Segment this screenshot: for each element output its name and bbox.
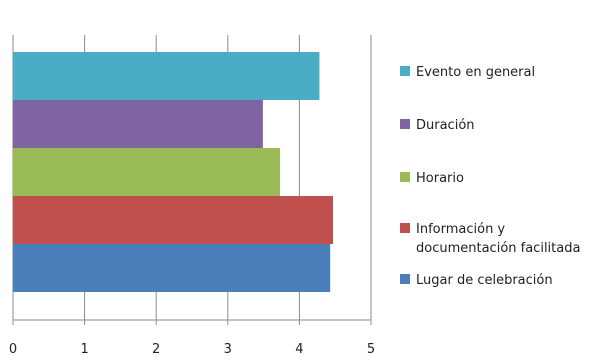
bar <box>13 148 281 196</box>
x-tick-label: 2 <box>152 342 160 356</box>
legend-label-line: Duración <box>416 118 475 133</box>
legend-swatch <box>400 172 410 182</box>
legend-label: Horario <box>416 171 464 186</box>
x-tick-label: 0 <box>9 342 17 356</box>
legend-label: Información y documentación facilitada <box>416 222 580 256</box>
bars <box>13 52 334 292</box>
legend-label-line: Horario <box>416 171 464 186</box>
legend-label: Duración <box>416 118 475 133</box>
legend-swatch <box>400 223 410 233</box>
legend-label: Lugar de celebración <box>416 273 553 288</box>
legend-label: Evento en general <box>416 65 535 80</box>
bar <box>13 100 263 148</box>
x-tick-label: 1 <box>80 342 88 356</box>
legend: Evento en general Duración Horario Informac… <box>400 65 580 288</box>
x-tick-label: 4 <box>295 342 303 356</box>
legend-label-line: Lugar de celebración <box>416 273 553 288</box>
x-tick-label: 5 <box>367 342 375 356</box>
bar <box>13 244 331 292</box>
x-tick-label: 3 <box>224 342 232 356</box>
legend-label-line: documentación facilitada <box>416 241 580 256</box>
bar <box>13 52 320 100</box>
bar <box>13 196 334 244</box>
legend-swatch <box>400 66 410 76</box>
legend-swatch <box>400 119 410 129</box>
x-axis: 0 1 2 3 4 5 <box>9 319 375 357</box>
legend-swatch <box>400 274 410 284</box>
legend-label-line: Información y <box>416 222 505 237</box>
legend-label-line: Evento en general <box>416 65 535 80</box>
